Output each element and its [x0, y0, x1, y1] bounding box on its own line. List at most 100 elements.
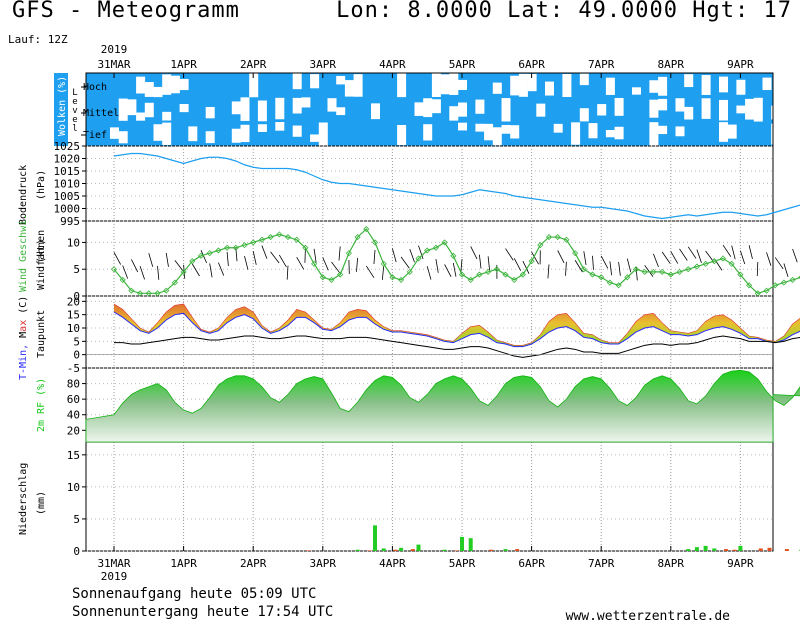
- cloud-cell: [527, 73, 537, 92]
- wind-barb: [670, 251, 679, 264]
- precip-bar: [515, 549, 520, 551]
- wind-marker: [467, 276, 474, 283]
- temp-range-area: [114, 304, 800, 347]
- cloud-cell: [249, 73, 259, 98]
- pressure-unit-label: (hPa): [36, 170, 47, 200]
- day-label-bottom: 2APR: [240, 557, 267, 570]
- precip-bar: [410, 549, 415, 551]
- day-label-top: 9APR: [727, 58, 754, 71]
- cloud-cell: [719, 99, 728, 121]
- cloud-cell: [423, 124, 433, 141]
- wind-barb: [356, 257, 358, 272]
- wind-marker: [502, 271, 509, 278]
- cloud-cell: [614, 97, 624, 116]
- cloud-cell: [275, 121, 285, 131]
- wind-marker: [476, 271, 483, 278]
- day-label-bottom: 9APR: [727, 557, 754, 570]
- precip-bar: [367, 550, 372, 551]
- wind-marker: [693, 263, 700, 270]
- cloud-cell: [162, 122, 172, 145]
- wind-barb: [756, 262, 759, 277]
- cloud-cell: [788, 81, 798, 90]
- website-credit: www.wetterzentrale.de: [565, 609, 730, 624]
- cloud-level-0: Hoch: [83, 82, 107, 93]
- precip-bar: [468, 538, 473, 551]
- tick-label-precip: 5: [73, 513, 80, 526]
- day-label-top: 3APR: [310, 58, 337, 71]
- tick-label-humidity: 20: [67, 424, 80, 437]
- cloud-cell: [684, 106, 694, 120]
- wind-marker: [659, 268, 666, 275]
- cloud-cell: [492, 127, 502, 146]
- cloud-cell: [658, 98, 668, 111]
- wind-barb: [191, 263, 200, 277]
- wind-marker: [215, 247, 222, 254]
- cloud-cell: [649, 122, 659, 146]
- precip-bar: [442, 549, 447, 551]
- cloud-cell: [632, 87, 641, 95]
- wind-barb: [557, 250, 565, 264]
- wind-marker: [719, 255, 727, 262]
- cloud-cell: [605, 129, 615, 138]
- day-label-bottom: 5APR: [449, 557, 476, 570]
- cloud-cell: [771, 123, 781, 145]
- cloud-cell: [336, 75, 346, 85]
- wind-barb: [766, 252, 772, 266]
- tick-label-humidity: 40: [67, 409, 80, 422]
- day-label-bottom: 31MAR: [97, 557, 130, 570]
- pressure-line: [113, 152, 800, 220]
- wind-barb: [244, 256, 249, 270]
- precip-bar: [489, 549, 494, 551]
- wind-marker: [563, 236, 570, 243]
- precip-bar: [703, 545, 708, 551]
- wind-barb: [278, 254, 287, 268]
- panel-frame-wind: [85, 220, 774, 297]
- wind-barb: [174, 260, 184, 272]
- cloud-cell: [719, 122, 728, 142]
- level-title-char: e: [72, 97, 77, 107]
- tick-label-humidity: 60: [67, 393, 80, 406]
- tick-label-pressure: 1020: [54, 153, 81, 166]
- cloud-cell: [797, 85, 800, 97]
- cloud-level-1: Mittel: [83, 108, 119, 119]
- wind-marker: [267, 234, 274, 241]
- wind-marker: [572, 250, 579, 257]
- day-label-top: 2APR: [240, 58, 267, 71]
- wind-marker: [119, 276, 126, 283]
- cloud-cell: [753, 97, 763, 122]
- wind-marker: [667, 271, 674, 278]
- wind-marker: [615, 282, 622, 289]
- wind-marker: [232, 244, 239, 251]
- humidity-area: [85, 369, 800, 443]
- cloud-cell: [153, 124, 163, 141]
- precip-bar: [686, 549, 691, 551]
- wind-marker: [589, 271, 596, 278]
- cloud-cell: [510, 75, 520, 96]
- cloud-cell: [597, 104, 607, 116]
- wind-barb: [547, 264, 550, 279]
- cloud-cell: [136, 112, 146, 121]
- wind-marker: [746, 282, 753, 289]
- wind-barb: [600, 255, 609, 269]
- humidity-axis-label: 2m RF (%): [36, 378, 47, 432]
- cloud-cell: [449, 106, 459, 121]
- cloud-cell: [144, 102, 154, 118]
- cloud-cell: [614, 126, 624, 140]
- wind-marker: [485, 268, 492, 275]
- wind-marker: [389, 274, 396, 281]
- cloud-cell: [762, 77, 772, 91]
- wind-barb: [748, 245, 753, 259]
- cloud-cell: [240, 97, 250, 121]
- cloud-cell: [170, 75, 180, 94]
- wind-barb: [113, 252, 122, 265]
- panel-frame-pressure: [85, 145, 774, 222]
- wind-marker: [371, 239, 379, 246]
- wind-barb: [740, 250, 746, 265]
- day-label-bottom: 4APR: [379, 557, 406, 570]
- wind-marker: [450, 252, 457, 259]
- wind-barb: [460, 258, 463, 274]
- precip-bar: [399, 547, 404, 551]
- wind-barb: [286, 265, 289, 280]
- cloud-cell: [110, 127, 119, 139]
- page-title: GFS - Meteogramm: [12, 0, 240, 23]
